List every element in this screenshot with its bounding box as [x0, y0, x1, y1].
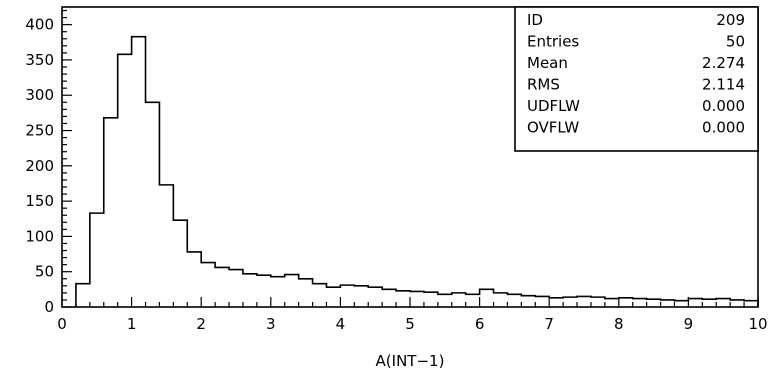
histogram-bin — [661, 300, 675, 307]
x-tick-label: 5 — [405, 315, 415, 333]
y-tick-label: 200 — [25, 157, 54, 175]
histogram-bin — [563, 297, 577, 307]
stats-label: RMS — [527, 76, 560, 94]
x-tick-label: 7 — [544, 315, 554, 333]
stats-value: 2.114 — [702, 76, 745, 94]
histogram-bin — [340, 285, 354, 307]
histogram-bin — [229, 270, 243, 307]
histogram-outline — [75, 35, 759, 307]
histogram-bin — [535, 296, 549, 307]
y-tick-label: 50 — [35, 263, 54, 281]
y-axis-tick-labels: 0 50 100 150 200 250 300 350 400 — [25, 16, 54, 316]
histogram-bin — [577, 296, 591, 307]
histogram-bin — [688, 299, 702, 307]
x-tick-label: 1 — [127, 315, 137, 333]
y-tick-label: 350 — [25, 51, 54, 69]
x-tick-label: 2 — [196, 315, 206, 333]
histogram-bin — [396, 291, 410, 307]
x-axis-tick-labels: 0 1 2 3 4 5 6 7 8 9 10 — [57, 315, 767, 333]
stats-value: 50 — [726, 33, 745, 51]
x-tick-label: 8 — [614, 315, 624, 333]
histogram-bin — [313, 284, 327, 307]
histogram-bin — [744, 301, 758, 307]
y-tick-label: 150 — [25, 192, 54, 210]
stats-value: 209 — [716, 11, 745, 29]
histogram-bin — [368, 287, 382, 307]
histogram-bin — [285, 275, 299, 307]
histogram-bin — [716, 299, 730, 307]
x-tick-label: 0 — [57, 315, 67, 333]
x-axis-label: A(INT−1) — [376, 352, 445, 370]
histogram-bin — [299, 279, 313, 307]
histogram-bin — [146, 102, 160, 307]
histogram-bin — [187, 252, 201, 307]
histogram-bin — [118, 54, 132, 307]
y-tick-label: 250 — [25, 122, 54, 140]
x-tick-label: 10 — [748, 315, 767, 333]
stats-value: 0.000 — [702, 119, 745, 137]
y-tick-label: 100 — [25, 227, 54, 245]
x-tick-label: 6 — [475, 315, 485, 333]
histogram-bin — [271, 277, 285, 307]
histogram-bin — [76, 284, 90, 307]
histogram-bin — [549, 298, 563, 307]
stats-label: ID — [527, 11, 543, 29]
histogram-bin — [90, 213, 104, 307]
histogram-bin — [132, 37, 146, 307]
histogram-bin — [326, 287, 340, 307]
histogram-bin — [382, 289, 396, 307]
y-tick-label: 400 — [25, 16, 54, 34]
histogram-bin — [354, 286, 368, 307]
histogram-bin — [494, 293, 508, 307]
histogram-bin — [730, 300, 744, 307]
x-axis-ticks — [61, 297, 759, 307]
histogram-bin — [173, 220, 187, 307]
stats-value: 0.000 — [702, 97, 745, 115]
histogram-bin — [466, 294, 480, 307]
histogram-bin — [438, 294, 452, 307]
histogram-bin — [215, 267, 229, 307]
histogram-bin — [647, 299, 661, 307]
stats-label: Mean — [527, 54, 568, 72]
histogram-bin — [507, 294, 521, 307]
histogram-bin — [674, 301, 688, 307]
histogram-bin — [619, 298, 633, 307]
x-tick-label: 9 — [684, 315, 694, 333]
histogram-bin — [257, 275, 271, 307]
histogram-bin — [452, 293, 466, 307]
histogram-bin — [633, 299, 647, 307]
x-tick-label: 4 — [336, 315, 346, 333]
histogram-bin — [159, 185, 173, 307]
stats-label: UDFLW — [527, 97, 580, 115]
y-tick-label: 300 — [25, 86, 54, 104]
histogram-bin — [521, 296, 535, 307]
histogram-bin — [201, 263, 215, 307]
x-tick-label: 3 — [266, 315, 276, 333]
histogram-bin — [605, 299, 619, 307]
histogram-bin — [243, 274, 257, 307]
stats-box: ID 209 Entries 50 Mean 2.274 RMS 2.114 UDFLW 0.00… — [514, 6, 759, 152]
stats-box-frame — [514, 6, 759, 152]
histogram-bin — [480, 289, 494, 307]
stats-label: OVFLW — [527, 119, 579, 137]
stats-label: Entries — [527, 33, 579, 51]
histogram-bin — [424, 292, 438, 307]
y-tick-label: 0 — [44, 298, 54, 316]
histogram-bin — [591, 297, 605, 307]
histogram-bin — [410, 291, 424, 307]
histogram-bin — [702, 299, 716, 307]
histogram-bin — [104, 118, 118, 307]
stats-value: 2.274 — [702, 54, 745, 72]
y-axis-ticks — [62, 9, 72, 308]
